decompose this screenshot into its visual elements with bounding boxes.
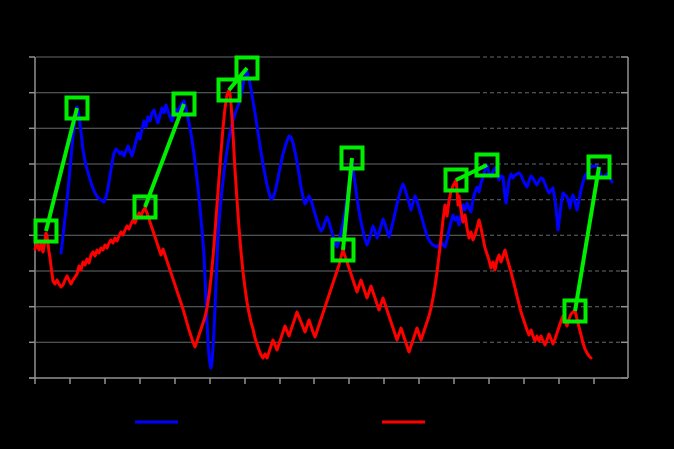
marker-square (234, 55, 260, 81)
marker-square (586, 154, 612, 180)
marker-square (339, 145, 365, 171)
marker-square (64, 95, 90, 121)
marker-square (562, 298, 588, 324)
marker-square (330, 237, 356, 263)
connector-line (455, 163, 488, 182)
connector-line (341, 157, 354, 251)
marker-square (474, 152, 500, 178)
connector-line (573, 166, 601, 312)
marker-square (33, 218, 59, 244)
marker-square (171, 91, 197, 117)
connector-line (44, 107, 79, 232)
blue-series (59, 70, 614, 370)
marker-square (132, 194, 158, 220)
connector-line (143, 103, 186, 208)
marker-square (216, 77, 242, 103)
marker-square (443, 167, 469, 193)
red-series (33, 88, 593, 360)
